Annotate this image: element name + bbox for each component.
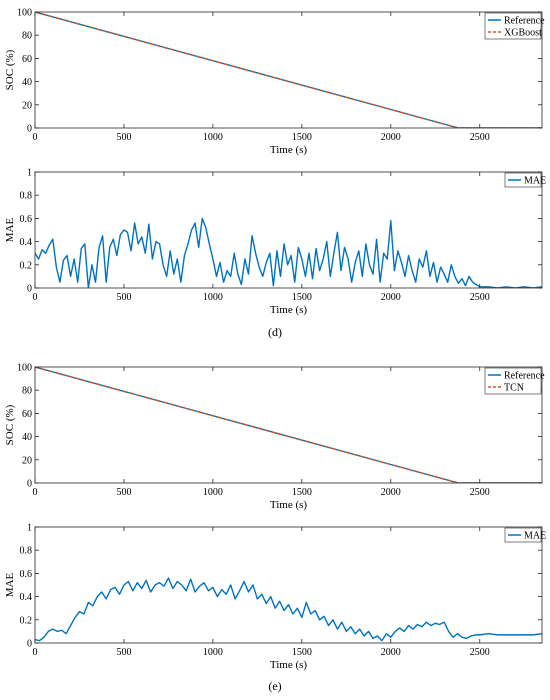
x-tick-label: 1500 [292,132,312,143]
x-tick-label: 0 [33,487,38,498]
x-tick-label: 1000 [203,647,223,658]
y-tick-label: 0.6 [20,214,33,225]
x-tick-label: 2500 [470,647,490,658]
y-axis-label: MAE [4,218,16,243]
y-axis-label: SOC (%) [4,404,16,445]
legend-label: MAE [524,531,546,542]
x-tick-label: 1500 [292,647,312,658]
y-tick-label: 80 [22,386,32,397]
x-tick-label: 1000 [203,487,223,498]
series-line-xgboost [35,12,542,128]
y-tick-label: 0.2 [20,615,33,626]
x-tick-label: 0 [33,647,38,658]
x-tick-label: 2500 [470,292,490,303]
x-tick-label: 2000 [381,487,401,498]
legend-label: TCN [504,383,524,394]
x-tick-label: 1000 [203,132,223,143]
series-line-reference [35,367,542,483]
x-axis-label: Time (s) [270,659,308,671]
x-axis-label: Time (s) [270,304,308,316]
x-tick-label: 0 [33,132,38,143]
legend-box [484,12,542,40]
series-line-tcn [35,367,542,483]
axes-box [34,526,543,644]
chart-panel-e-top: 0 500 1000 1500 2000 2500 0 20 40 60 80 100 Time (s)… [4,363,545,512]
x-axis-label: Time (s) [270,499,308,511]
legend-box [504,172,542,188]
y-tick-label: 1 [27,523,32,534]
legend-box [484,367,542,395]
x-axis-label: Time (s) [270,144,308,156]
y-tick-label: 0 [27,479,32,490]
x-tick-label: 500 [116,647,131,658]
y-tick-label: 20 [22,100,32,111]
chart-panel-d-top: 0 500 1000 1500 2000 2500 0 20 40 60 80 100 Time (s)… [4,8,545,157]
y-tick-label: 40 [22,432,32,443]
y-tick-label: 0 [27,284,32,295]
y-axis-label: SOC (%) [4,49,16,90]
x-tick-label: 500 [116,132,131,143]
y-tick-label: 0.8 [20,546,33,557]
x-tick-label: 0 [33,292,38,303]
y-tick-label: 60 [22,54,32,65]
y-tick-label: 0.8 [20,191,33,202]
axes-box [34,171,543,289]
series-line-reference [35,12,542,128]
legend: MAE [504,172,546,188]
y-tick-label: 1 [27,168,32,179]
y-tick-label: 100 [17,8,32,19]
y-tick-label: 0.4 [20,237,33,248]
legend-label: Reference [504,371,545,382]
chart-panel-e-bottom: 0 500 1000 1500 2000 2500 0 0.2 0.4 0.6 0.8 1 Time (… [4,523,546,672]
x-tick-label: 1000 [203,292,223,303]
x-tick-label: 1500 [292,487,312,498]
y-axis-label: MAE [4,573,16,598]
x-tick-label: 2000 [381,132,401,143]
legend-label: Reference [504,16,545,27]
legend-label: XGBoost [504,28,542,39]
y-tick-label: 0 [27,124,32,135]
legend-label: MAE [524,176,546,187]
figure-caption: (e) [268,679,281,693]
axes-box [34,366,543,484]
y-tick-label: 0.6 [20,569,33,580]
y-tick-label: 0.2 [20,260,33,271]
x-tick-label: 2000 [381,647,401,658]
y-tick-label: 40 [22,77,32,88]
y-tick-label: 0 [27,639,32,650]
legend: MAE [504,527,546,543]
x-tick-label: 2500 [470,132,490,143]
axes-box [34,11,543,129]
x-tick-label: 2000 [381,292,401,303]
y-tick-label: 80 [22,31,32,42]
x-tick-label: 500 [116,487,131,498]
legend-box [504,527,542,543]
y-tick-label: 20 [22,455,32,466]
chart-panel-d-bottom: 0 500 1000 1500 2000 2500 0 0.2 0.4 0.6 0.8 1 Time (… [4,168,546,317]
y-tick-label: 0.4 [20,592,33,603]
x-tick-label: 2500 [470,487,490,498]
series-line-mae [35,217,542,288]
y-tick-label: 100 [17,363,32,374]
series-line-mae [35,577,542,642]
x-tick-label: 500 [116,292,131,303]
y-tick-label: 60 [22,409,32,420]
figure-caption: (d) [268,325,282,339]
x-tick-label: 1500 [292,292,312,303]
